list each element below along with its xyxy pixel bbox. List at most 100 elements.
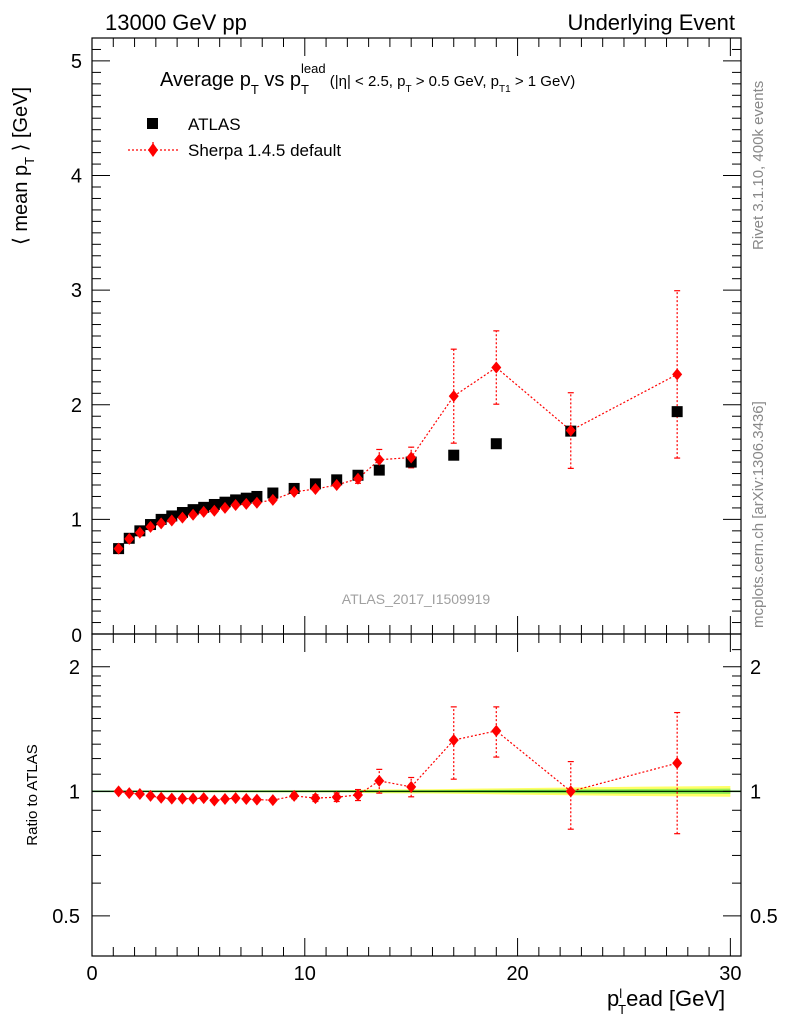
main-ylabel: ⟨ mean pT ⟩ [GeV] [10, 87, 37, 245]
main-ylabel-sub: T [22, 157, 37, 165]
sherpa-point [251, 496, 262, 509]
x-axis-label: pl Tead [GeV] [607, 986, 725, 1017]
header-left: 13000 GeV pp [105, 10, 247, 35]
sherpa-point [188, 508, 199, 521]
x-tick-label: 30 [719, 963, 741, 985]
ratio-point [267, 794, 278, 807]
atlas-point [373, 464, 385, 476]
sherpa-point [406, 451, 417, 464]
ratio-point [198, 792, 209, 805]
main-ylabel-rest: ⟩ [GeV] [10, 87, 32, 157]
ratio-point [491, 724, 502, 737]
title-vs: vs p [259, 69, 301, 91]
sherpa-line [118, 366, 678, 550]
ratio-point [310, 792, 321, 805]
rivet-label: Rivet 3.1.10, 400k events [750, 81, 767, 250]
ratio-y-tick-label: 2 [69, 657, 80, 679]
sherpa-point [124, 532, 135, 545]
sherpa-point [491, 361, 502, 374]
ratio-point [289, 789, 300, 802]
main-y-tick-label: 4 [71, 166, 82, 188]
ratio-point [241, 793, 252, 806]
ratio-y-tick-label-right: 2 [750, 657, 761, 679]
title-cuts-3: > 1 GeV) [511, 73, 576, 90]
ratio-uncertainty-band [92, 786, 741, 797]
ratio-panel [91, 633, 742, 957]
sherpa-point [448, 390, 459, 403]
ratio-plot-frame [91, 633, 742, 957]
main-series [113, 290, 683, 555]
legend-sherpa-marker [148, 143, 158, 157]
main-y-tick-label: 5 [71, 51, 82, 73]
title-cuts-2: > 0.5 GeV, p [412, 73, 499, 90]
ratio-point [448, 734, 459, 747]
legend-sherpa-label: Sherpa 1.4.5 default [188, 141, 341, 160]
main-y-tick-label: 1 [71, 509, 82, 531]
ratio-point [331, 791, 342, 804]
main-y-tick-label: 3 [71, 280, 82, 302]
sherpa-point [113, 542, 124, 555]
sherpa-point [166, 514, 177, 527]
ratio-point [251, 793, 262, 806]
x-axis-label-sup: l [619, 986, 622, 1001]
x-axis-label-p: p [607, 986, 619, 1011]
ratio-point [166, 792, 177, 805]
sherpa-point [145, 520, 156, 533]
ratio-point [113, 785, 124, 798]
sherpa-point [331, 479, 342, 491]
sherpa-point [374, 453, 385, 466]
sherpa-point [289, 485, 300, 498]
title-main: Average p [160, 69, 251, 91]
ratio-point [156, 791, 167, 804]
sherpa-point [209, 504, 220, 517]
title-vs-sup: lead [301, 61, 326, 76]
x-tick-label: 0 [86, 963, 97, 985]
ratio-y-tick-label-right: 0.5 [750, 906, 778, 928]
tick-labels: 0 10 20 30 1 2 3 4 5 0.5 0.5 1 1 2 2 [52, 51, 778, 985]
title-main-sub: T [251, 82, 259, 97]
sherpa-point [352, 472, 363, 485]
sherpa-point [565, 424, 576, 437]
title-cuts-2-sub: T1 [499, 84, 511, 95]
legend: ATLAS Sherpa 1.4.5 default [128, 115, 341, 160]
ratio-y-tick-label: 1 [69, 781, 80, 803]
x-tick-label: 20 [506, 963, 528, 985]
x-tick-label: 10 [294, 963, 316, 985]
legend-atlas-marker [147, 118, 158, 129]
ratio-point [145, 789, 156, 802]
main-ylabel-text: ⟨ mean p [10, 165, 32, 245]
sherpa-point [177, 511, 188, 524]
ratio-point [134, 788, 145, 801]
x-axis-label-rest: ead [GeV] [626, 986, 725, 1011]
ratio-point [230, 792, 241, 805]
main-y-tick-label-0: 0 [71, 626, 82, 647]
ratio-point [188, 792, 199, 805]
sherpa-point [219, 501, 230, 514]
legend-atlas-label: ATLAS [188, 115, 241, 134]
header-right: Underlying Event [567, 10, 735, 35]
atlas-point [251, 490, 263, 502]
main-y-tick-label: 2 [71, 395, 82, 417]
atlas-point [490, 438, 502, 450]
ratio-ylabel: Ratio to ATLAS [24, 744, 41, 845]
ratio-y-tick-label-right: 1 [750, 781, 761, 803]
atlas-point [448, 449, 460, 461]
plot-title: Average pT vs pTlead (|η| < 2.5, pT > 0.… [160, 61, 575, 97]
ratio-point [672, 757, 683, 770]
x-axis-label-sub: T [618, 1002, 626, 1017]
title-cuts-1-sub: T [405, 84, 411, 95]
sherpa-point [230, 499, 241, 512]
mcplots-label: mcplots.cern.ch [arXiv:1306.3436] [750, 401, 767, 628]
sherpa-point [134, 526, 145, 539]
sherpa-point [156, 517, 167, 530]
atlas-point [671, 406, 683, 418]
ratio-series [113, 706, 683, 835]
ratio-point [374, 774, 385, 787]
ratio-point [177, 792, 188, 805]
ratio-y-tick-label: 0.5 [52, 906, 80, 928]
sherpa-point [310, 483, 321, 496]
atlas-point [208, 498, 220, 510]
sherpa-point [198, 505, 209, 518]
sherpa-point [672, 368, 683, 381]
